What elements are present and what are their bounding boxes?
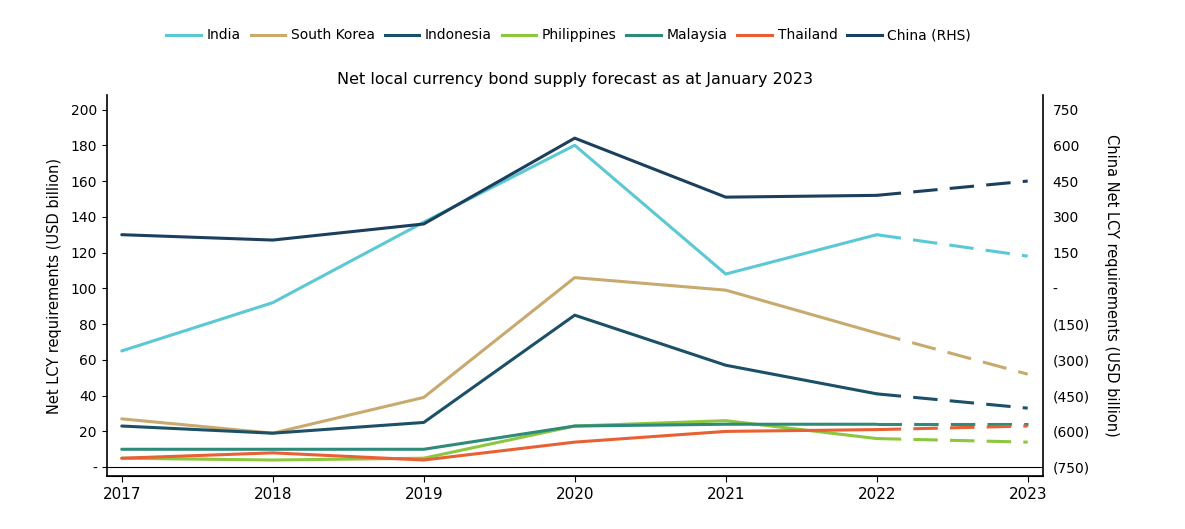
Y-axis label: China Net LCY requirements (USD billion): China Net LCY requirements (USD billion) [1103, 134, 1119, 437]
Legend: India, South Korea, Indonesia, Philippines, Malaysia, Thailand, China (RHS): India, South Korea, Indonesia, Philippin… [161, 23, 976, 48]
Y-axis label: Net LCY requirements (USD billion): Net LCY requirements (USD billion) [47, 158, 62, 414]
Title: Net local currency bond supply forecast as at January 2023: Net local currency bond supply forecast … [337, 72, 813, 87]
